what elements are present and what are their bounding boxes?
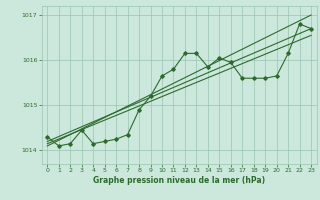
X-axis label: Graphe pression niveau de la mer (hPa): Graphe pression niveau de la mer (hPa) [93, 176, 265, 185]
